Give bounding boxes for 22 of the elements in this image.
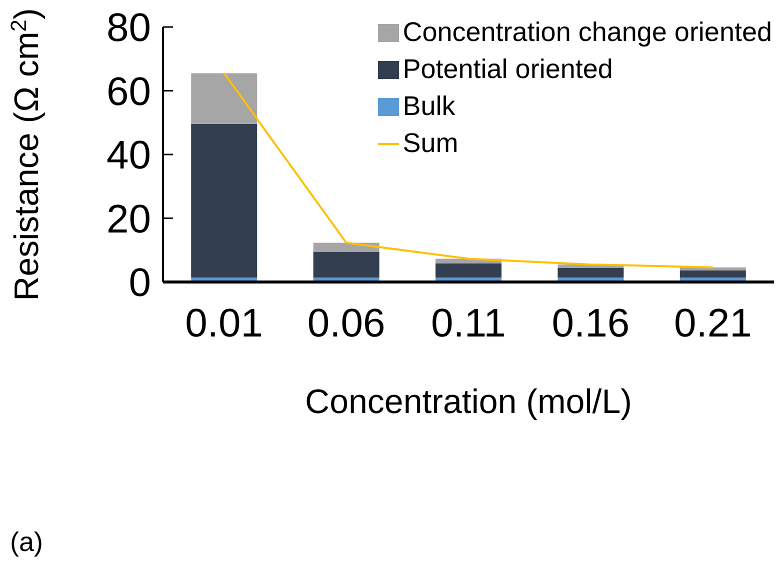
y-tick-label: 40 [106,134,151,178]
x-tick-label: 0.01 [185,301,264,346]
bar [191,73,258,124]
bar [313,252,380,278]
x-axis-title: Concentration (mol/L) [305,383,632,421]
x-tick-label: 0.11 [431,301,506,346]
legend-label: Bulk [402,90,456,123]
text: (a) [10,527,43,558]
y-tick-label: 0 [128,261,151,306]
y-tick-label: 20 [106,197,151,242]
x-tick-label: 0.21 [674,301,752,346]
legend-label: Sum [402,127,458,160]
legend-label: Concentration change oriented [402,16,772,49]
bar [680,270,746,278]
legend-label: Potential oriented [402,53,613,86]
y-tick-label: 80 [106,6,151,50]
y-tick-label: 60 [106,70,151,114]
x-tick-label: 0.16 [552,301,630,346]
bar [436,264,502,278]
x-tick-label: 0.06 [307,301,386,346]
bar [191,124,258,278]
bar [558,268,624,278]
